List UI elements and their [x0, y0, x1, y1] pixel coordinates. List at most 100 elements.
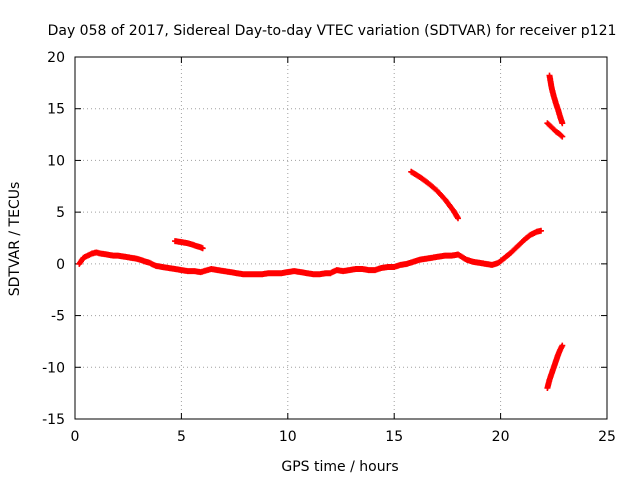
data-point — [361, 267, 364, 271]
data-point — [393, 265, 396, 269]
data-point — [90, 252, 94, 255]
data-point — [529, 233, 532, 237]
data-point — [173, 267, 177, 271]
data-point — [548, 74, 551, 77]
data-point — [241, 273, 245, 276]
data-point — [552, 366, 555, 369]
series-segment-d — [544, 120, 566, 140]
data-point — [192, 269, 196, 273]
data-point — [450, 254, 453, 257]
data-point — [82, 256, 85, 259]
data-point — [78, 262, 81, 266]
data-point — [444, 254, 447, 257]
y-tick-label: -5 — [51, 309, 65, 325]
x-tick-label: 25 — [598, 429, 616, 445]
y-axis-label: SDTVAR / TECUs — [7, 182, 23, 297]
data-point — [490, 263, 494, 267]
y-tick-label: 10 — [47, 153, 65, 169]
data-point — [216, 268, 219, 272]
data-point — [516, 245, 519, 248]
data-point — [497, 261, 500, 265]
data-point — [550, 372, 553, 375]
data-point — [199, 270, 202, 274]
data-point — [148, 261, 151, 265]
data-point — [561, 344, 564, 347]
y-tick-label: 5 — [56, 205, 65, 221]
data-series — [76, 72, 566, 391]
series-segment-b — [408, 168, 461, 222]
data-point — [173, 239, 177, 243]
series-segment-a — [172, 238, 206, 252]
data-point — [546, 386, 549, 390]
data-point — [167, 266, 170, 270]
data-point — [424, 257, 428, 260]
data-point — [192, 244, 196, 247]
data-point — [522, 238, 526, 242]
data-point — [550, 86, 553, 90]
data-point — [435, 189, 438, 192]
data-point — [99, 252, 102, 255]
data-point — [292, 269, 296, 273]
data-point — [180, 268, 183, 272]
x-tick-labels: 0 5 10 15 20 25 — [71, 429, 616, 445]
data-point — [154, 264, 158, 268]
data-point — [248, 273, 251, 276]
data-point — [318, 273, 321, 276]
data-point — [558, 348, 562, 351]
data-point — [546, 121, 549, 125]
data-point — [367, 268, 370, 272]
data-point — [209, 267, 213, 271]
x-tick-label: 0 — [71, 429, 80, 445]
series-segment-c — [546, 72, 566, 127]
data-point — [161, 265, 164, 269]
data-point — [437, 255, 441, 258]
data-point — [267, 271, 270, 275]
data-point — [186, 241, 189, 245]
data-point — [561, 135, 564, 138]
data-point — [558, 133, 562, 136]
data-point — [305, 271, 309, 275]
data-point — [554, 359, 558, 363]
x-tick-label: 5 — [177, 429, 186, 445]
data-point — [418, 175, 421, 179]
x-tick-label: 15 — [385, 429, 403, 445]
data-point — [539, 229, 543, 232]
x-tick-label: 10 — [279, 429, 297, 445]
data-point — [503, 256, 507, 259]
data-point — [380, 266, 383, 270]
data-point — [186, 269, 189, 273]
series-segment-e — [544, 342, 566, 391]
data-point — [324, 271, 328, 275]
data-point — [116, 254, 119, 257]
data-point — [554, 130, 558, 133]
data-point — [471, 260, 475, 263]
data-point — [112, 254, 115, 257]
data-point — [229, 270, 232, 274]
data-point — [456, 253, 460, 256]
data-point — [273, 271, 277, 275]
data-point — [354, 267, 358, 271]
data-point — [427, 181, 430, 185]
data-point — [386, 265, 390, 269]
x-axis-label: GPS time / hours — [281, 459, 398, 475]
data-point — [548, 378, 551, 381]
data-point — [412, 260, 415, 263]
data-point — [478, 261, 481, 265]
data-point — [329, 271, 332, 275]
data-point — [484, 262, 487, 266]
data-point — [556, 353, 560, 357]
y-tick-label: 0 — [56, 257, 65, 273]
data-point — [129, 256, 132, 259]
data-point — [299, 270, 302, 274]
data-point — [254, 273, 258, 276]
data-point — [105, 253, 109, 256]
data-point — [95, 251, 98, 254]
data-point — [456, 217, 460, 220]
chart-title: Day 058 of 2017, Sidereal Day-to-day VTE… — [48, 23, 617, 39]
data-point — [535, 230, 538, 233]
data-point — [552, 95, 555, 98]
data-point — [373, 268, 377, 272]
y-tick-labels: -15 -10 -5 0 5 10 15 20 — [42, 50, 65, 428]
